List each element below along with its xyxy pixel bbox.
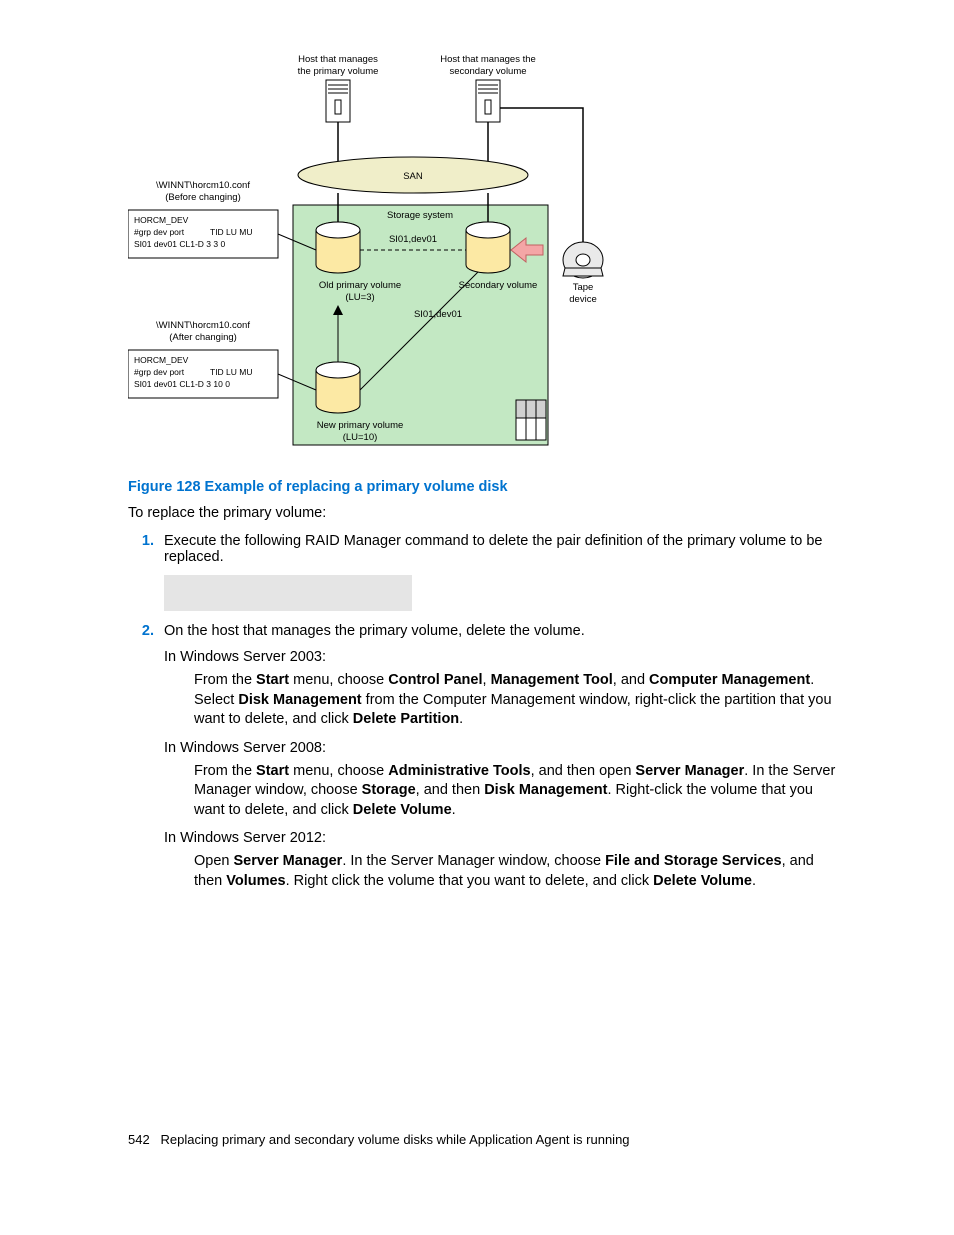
ws2012-body: Open Server Manager. In the Server Manag… xyxy=(194,852,844,891)
si01-mid-label: SI01,dev01 xyxy=(414,309,462,320)
new-primary-lu: (LU=10) xyxy=(343,432,378,443)
tid-lu-mu-before: TID LU MU xyxy=(210,227,253,237)
ws2008-heading: In Windows Server 2008: xyxy=(164,740,844,756)
row-before: SI01 dev01 CL1-D 3 3 0 xyxy=(134,239,225,249)
ws2008-body: From the Start menu, choose Administrati… xyxy=(194,762,844,821)
si01-top-label: SI01,dev01 xyxy=(389,234,437,245)
old-primary-label: Old primary volume xyxy=(319,280,401,291)
storage-system-label: Storage system xyxy=(387,210,453,221)
tape-label-2: device xyxy=(569,294,596,305)
ws2003-body: From the Start menu, choose Control Pane… xyxy=(194,671,844,730)
row-after: SI01 dev01 CL1-D 3 10 0 xyxy=(134,379,230,389)
figure-caption: Figure 128 Example of replacing a primar… xyxy=(128,479,844,495)
old-primary-cylinder xyxy=(316,222,360,273)
host-secondary-label: Host that manages the xyxy=(440,54,536,65)
host-primary-label: Host that manages xyxy=(298,54,378,65)
secondary-cylinder xyxy=(466,222,510,273)
step-1-text: Execute the following RAID Manager comma… xyxy=(164,533,823,565)
code-placeholder xyxy=(164,575,412,611)
replacing-volume-diagram: Host that manages the primary volume Hos… xyxy=(128,50,638,450)
new-primary-label: New primary volume xyxy=(317,420,404,431)
grp-dev-port-before: #grp dev port xyxy=(134,227,185,237)
san-label: SAN xyxy=(403,171,423,182)
old-primary-lu: (LU=3) xyxy=(345,292,374,303)
step-2-lead: On the host that manages the primary vol… xyxy=(164,623,585,639)
tid-lu-mu-after: TID LU MU xyxy=(210,367,253,377)
page-footer: 542 Replacing primary and secondary volu… xyxy=(128,1132,844,1177)
conf-before-changing: (Before changing) xyxy=(165,192,241,203)
secondary-vol-label: Secondary volume xyxy=(459,280,538,291)
step-2: On the host that manages the primary vol… xyxy=(158,623,844,892)
conf-before-path: \WINNT\horcm10.conf xyxy=(156,180,250,191)
host-primary-icon xyxy=(326,80,350,122)
ws2003-heading: In Windows Server 2003: xyxy=(164,649,844,665)
ws2012-heading: In Windows Server 2012: xyxy=(164,830,844,846)
host-primary-label-2: the primary volume xyxy=(298,66,379,77)
intro-text: To replace the primary volume: xyxy=(128,505,844,521)
step-1: Execute the following RAID Manager comma… xyxy=(158,533,844,611)
host-secondary-label-2: secondary volume xyxy=(449,66,526,77)
footer-title: Replacing primary and secondary volume d… xyxy=(161,1132,630,1147)
steps-list: Execute the following RAID Manager comma… xyxy=(128,533,844,892)
page-number: 542 xyxy=(128,1132,150,1147)
horcm-dev-after: HORCM_DEV xyxy=(134,355,189,365)
horcm-dev-before: HORCM_DEV xyxy=(134,215,189,225)
new-primary-cylinder xyxy=(316,362,360,413)
tape-label: Tape xyxy=(573,282,594,293)
conf-after-changing: (After changing) xyxy=(169,332,237,343)
diagram: Host that manages the primary volume Hos… xyxy=(128,50,844,455)
grp-dev-port-after: #grp dev port xyxy=(134,367,185,377)
tape-icon xyxy=(563,242,603,278)
disk-array-icon xyxy=(516,400,546,440)
conf-after-path: \WINNT\horcm10.conf xyxy=(156,320,250,331)
host-secondary-icon xyxy=(476,80,500,122)
